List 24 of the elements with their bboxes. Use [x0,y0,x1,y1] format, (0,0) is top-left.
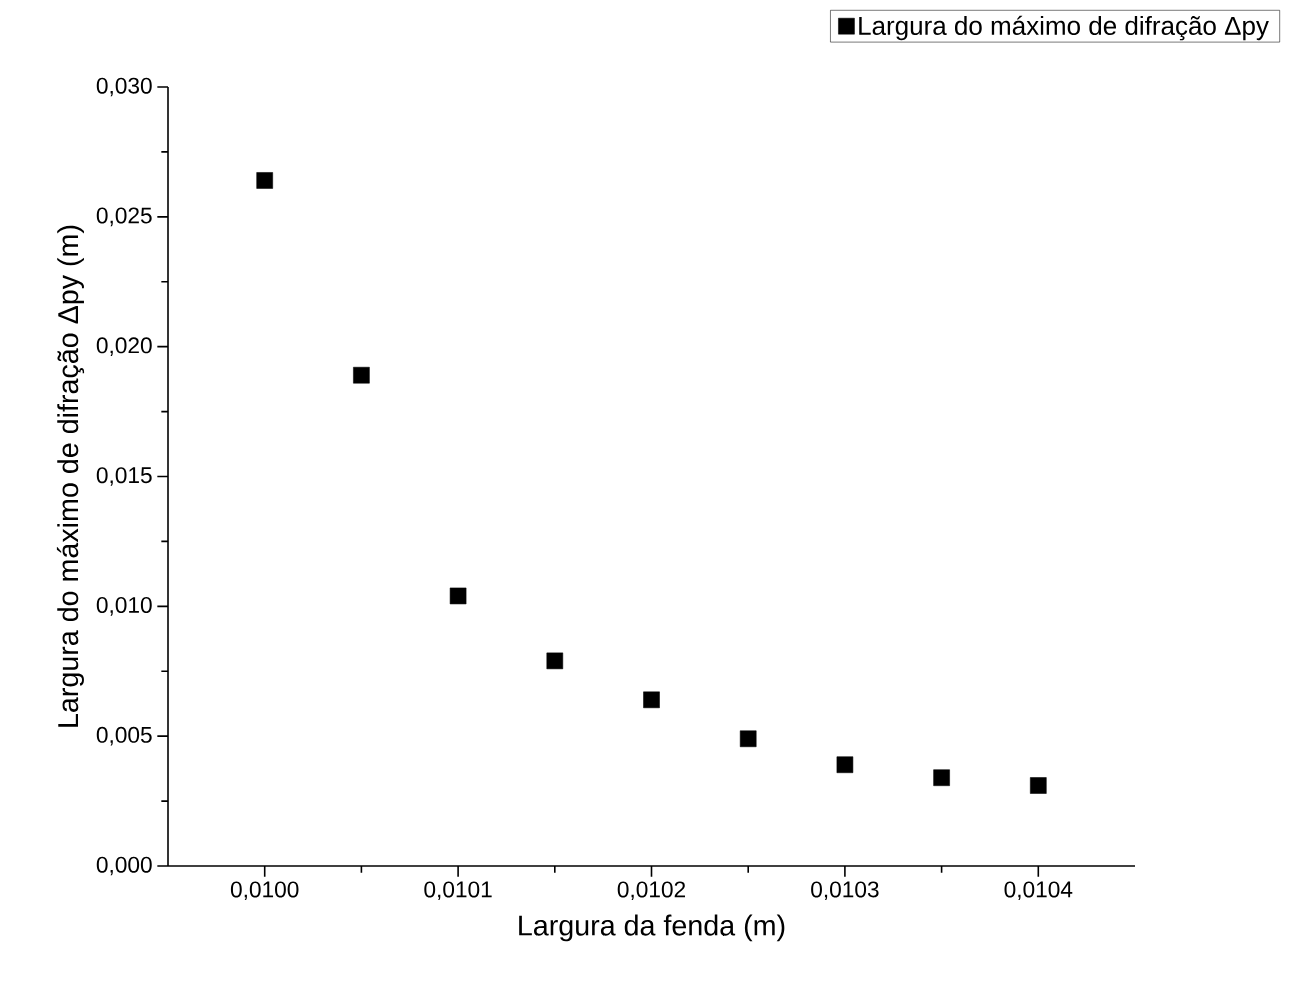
point [739,730,757,748]
x-tick-label: 0,0102 [617,881,686,901]
point [449,587,467,605]
y-tick-label: 0,005 [96,726,152,746]
y-tick-label: 0,020 [96,337,152,357]
point [353,366,370,384]
point [643,691,660,709]
x-tick-label: 0,0104 [1004,881,1073,901]
point [836,756,854,773]
y-tick-label: 0,010 [96,596,152,616]
point [546,652,564,670]
point [256,172,273,189]
point [1030,777,1047,794]
point [933,769,950,786]
y-tick-label: 0,000 [96,856,152,876]
x-tick-label: 0,0100 [230,881,299,901]
x-tick-label: 0,0101 [424,881,492,901]
y-tick-label: 0,030 [96,77,152,97]
y-axis-title: Largura do máximo de difração Δpy (m) [56,225,85,727]
legend-label: Largura do máximo de difração Δpy [859,15,1269,41]
y-tick-label: 0,025 [96,207,152,227]
y-tick-label: 0,015 [96,467,152,486]
x-axis-title: Largura da fenda (m) [519,914,785,942]
x-tick-label: 0,0103 [811,881,879,901]
